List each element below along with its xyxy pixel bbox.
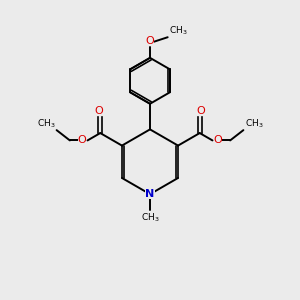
Text: O: O [214, 135, 222, 146]
Text: O: O [197, 106, 206, 116]
Text: O: O [146, 36, 154, 46]
Text: CH$_3$: CH$_3$ [141, 212, 159, 224]
Text: N: N [146, 189, 154, 199]
Text: CH$_3$: CH$_3$ [37, 117, 55, 130]
Text: O: O [94, 106, 103, 116]
Text: O: O [78, 135, 86, 146]
Text: CH$_3$: CH$_3$ [245, 117, 263, 130]
Text: CH$_3$: CH$_3$ [169, 24, 188, 37]
